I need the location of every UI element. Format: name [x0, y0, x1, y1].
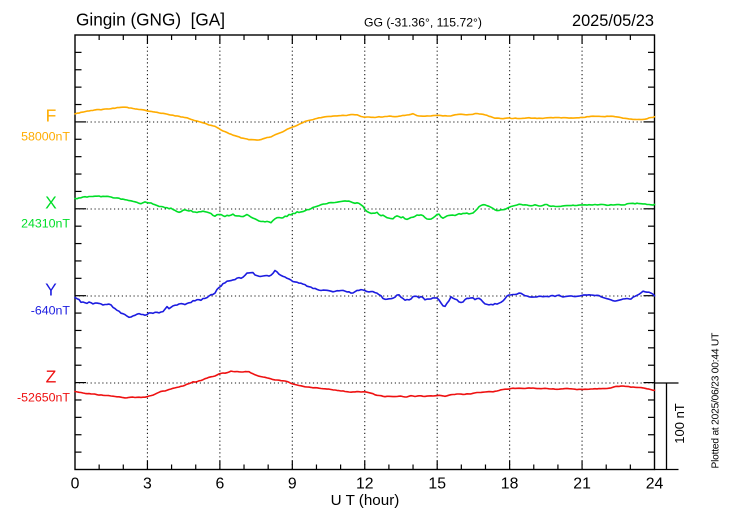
svg-text:12: 12: [356, 476, 374, 493]
svg-text:58000nT: 58000nT: [21, 129, 70, 143]
svg-text:-52650nT: -52650nT: [17, 390, 70, 404]
svg-text:F: F: [46, 105, 57, 125]
svg-text:24: 24: [646, 476, 664, 493]
svg-text:2025/05/23: 2025/05/23: [572, 12, 654, 30]
svg-text:-640nT: -640nT: [31, 303, 71, 317]
svg-text:6: 6: [216, 476, 225, 493]
svg-text:100 nT: 100 nT: [672, 403, 687, 444]
svg-text:Y: Y: [45, 279, 57, 299]
svg-text:GG (-31.36°, 115.72°): GG (-31.36°, 115.72°): [364, 16, 482, 30]
svg-text:21: 21: [573, 476, 591, 493]
svg-text:U T (hour): U T (hour): [331, 492, 400, 509]
svg-text:24310nT: 24310nT: [21, 216, 70, 230]
svg-text:X: X: [45, 192, 57, 212]
svg-text:15: 15: [428, 476, 446, 493]
svg-text:Gingin (GNG) [GA]: Gingin (GNG) [GA]: [76, 10, 225, 30]
svg-text:Plotted at 2025/06/23 00:44 UT: Plotted at 2025/06/23 00:44 UT: [711, 333, 722, 469]
svg-text:0: 0: [71, 476, 80, 493]
svg-text:9: 9: [288, 476, 297, 493]
svg-text:18: 18: [501, 476, 519, 493]
svg-text:3: 3: [143, 476, 152, 493]
svg-text:Z: Z: [46, 366, 57, 386]
